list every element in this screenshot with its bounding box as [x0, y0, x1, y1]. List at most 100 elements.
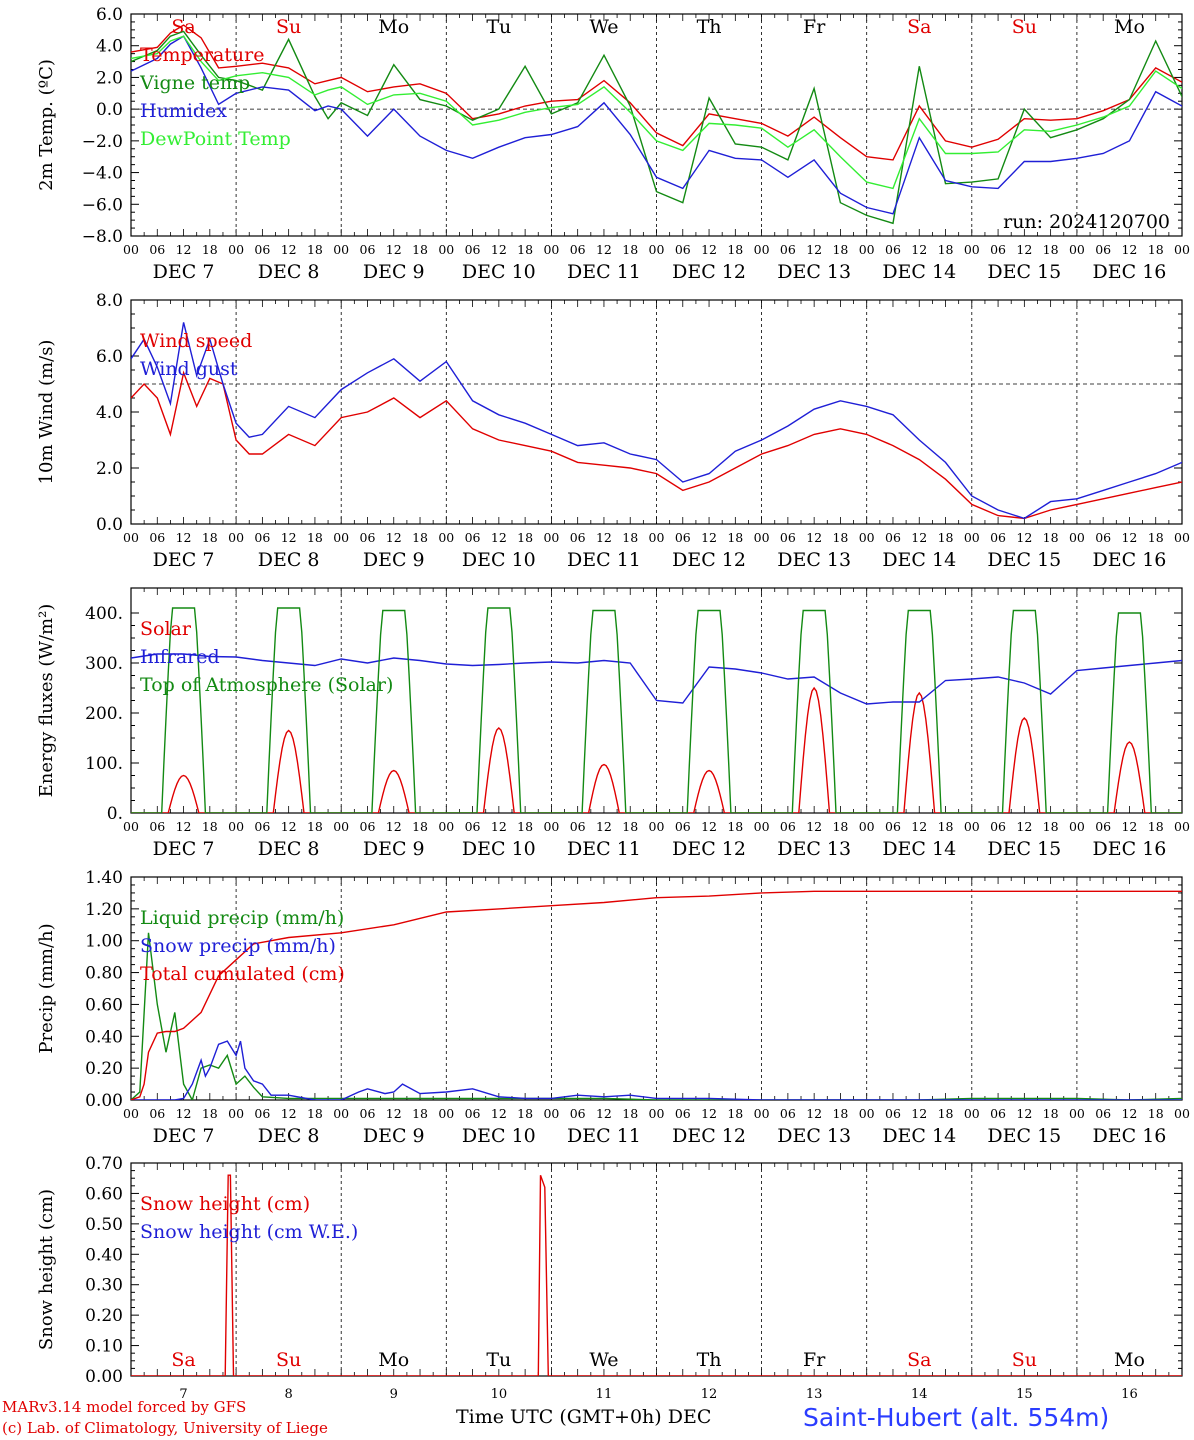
panel-temperature: 6.0 4.0 2.0 0.0 −2.0 −4.0 −6.0 −8.0 2m Temp. (ºC…	[36, 5, 1190, 283]
date-label: DEC 12	[672, 261, 746, 283]
hour-label: 06	[780, 530, 796, 545]
date-label: DEC 7	[153, 1125, 215, 1147]
hour-label: 12	[1016, 242, 1032, 257]
y-tick-label: 0.	[107, 804, 123, 824]
hour-label: 00	[754, 242, 770, 257]
y-tick-label: 2.0	[96, 68, 123, 88]
date-label: DEC 12	[672, 1125, 746, 1147]
series-line-humidex	[131, 35, 1182, 215]
legend-entry: Snow height (cm)	[140, 1193, 310, 1215]
date-label: DEC 9	[363, 1125, 425, 1147]
day-of-week-label: Sa	[907, 1349, 931, 1371]
y-tick-label: 4.0	[96, 37, 123, 57]
hour-label: 00	[859, 242, 875, 257]
hour-label: 00	[228, 819, 244, 834]
hour-label: 06	[990, 242, 1006, 257]
legend-entry: Humidex	[140, 100, 227, 122]
date-label: DEC 8	[258, 261, 320, 283]
y-tick-label: 6.0	[96, 5, 123, 25]
hour-label: 18	[622, 242, 638, 257]
hour-label: 12	[701, 530, 717, 545]
hour-label: 18	[832, 530, 848, 545]
hour-label: 06	[885, 242, 901, 257]
y-tick-label: 200.	[85, 704, 123, 724]
hour-label: 00	[543, 530, 559, 545]
hour-label: 12	[491, 530, 507, 545]
hour-label: 00	[123, 1106, 139, 1121]
y-tick-label: 0.20	[85, 1306, 123, 1326]
y-tick-label: 0.10	[85, 1337, 123, 1357]
hour-label: 06	[149, 530, 165, 545]
date-label: DEC 8	[258, 549, 320, 571]
hour-label: 18	[1148, 1106, 1164, 1121]
hour-label: 12	[1121, 819, 1137, 834]
run-annotation: run: 2024120700	[1003, 211, 1170, 233]
hour-label: 06	[570, 819, 586, 834]
hour-label: 00	[123, 530, 139, 545]
y-axis-label: 2m Temp. (ºC)	[36, 59, 57, 191]
hour-label: 00	[543, 242, 559, 257]
hour-label: 18	[307, 819, 323, 834]
day-number-label: 10	[491, 1387, 508, 1402]
hour-label: 00	[438, 819, 454, 834]
series-line-temperature	[131, 24, 1182, 161]
hour-label: 12	[491, 1106, 507, 1121]
hour-label: 00	[438, 530, 454, 545]
hour-label: 06	[675, 819, 691, 834]
plot-frame	[130, 299, 1183, 525]
hour-label: 00	[1174, 530, 1190, 545]
day-of-week-label: Su	[276, 1349, 301, 1371]
hour-label: 06	[1095, 819, 1111, 834]
hour-label: 00	[649, 1106, 665, 1121]
date-label: DEC 15	[987, 549, 1061, 571]
legend-entry: Top of Atmosphere (Solar)	[140, 674, 393, 696]
hour-label: 00	[333, 530, 349, 545]
series-line-snow-height-cm-	[131, 1174, 1182, 1376]
hour-label: 12	[281, 1106, 297, 1121]
legend-entry: Wind speed	[140, 330, 252, 352]
hour-label: 00	[1174, 1106, 1190, 1121]
hour-label: 12	[281, 242, 297, 257]
hour-label: 12	[1121, 1106, 1137, 1121]
y-tick-label: 2.0	[96, 459, 123, 479]
hour-label: 06	[885, 1106, 901, 1121]
date-label: DEC 9	[363, 838, 425, 860]
date-label: DEC 8	[258, 1125, 320, 1147]
hour-label: 18	[727, 530, 743, 545]
series-line-snow-precip-mm-h-	[131, 1040, 1182, 1100]
hour-label: 18	[1148, 242, 1164, 257]
hour-label: 12	[176, 1106, 192, 1121]
hour-label: 00	[228, 530, 244, 545]
date-label: DEC 7	[153, 261, 215, 283]
hour-label: 18	[202, 819, 218, 834]
hour-label: 00	[964, 1106, 980, 1121]
date-label: DEC 13	[777, 838, 851, 860]
hour-label: 06	[149, 242, 165, 257]
hour-label: 00	[333, 242, 349, 257]
hour-label: 00	[438, 1106, 454, 1121]
hour-label: 06	[780, 242, 796, 257]
date-label: DEC 10	[462, 261, 536, 283]
y-tick-label: 0.70	[85, 1154, 123, 1174]
hour-label: 06	[885, 819, 901, 834]
hour-label: 12	[596, 1106, 612, 1121]
day-of-week-label: Su	[1012, 1349, 1037, 1371]
hour-label: 06	[990, 819, 1006, 834]
day-of-week-label: Sa	[171, 16, 195, 38]
hour-label: 06	[570, 1106, 586, 1121]
hour-label: 06	[675, 530, 691, 545]
model-credit: MARv3.14 model forced by GFS	[2, 1398, 247, 1416]
hour-label: 00	[649, 819, 665, 834]
hour-label: 18	[938, 242, 954, 257]
series-group	[131, 24, 1182, 225]
hour-label: 18	[307, 530, 323, 545]
date-label: DEC 7	[153, 549, 215, 571]
hour-label: 06	[675, 1106, 691, 1121]
date-label: DEC 12	[672, 549, 746, 571]
hour-label: 12	[491, 819, 507, 834]
date-label: DEC 16	[1093, 261, 1167, 283]
series-line-solar	[131, 686, 1182, 813]
series-line-dewpoint-temp	[131, 35, 1182, 190]
hour-label: 00	[333, 1106, 349, 1121]
y-tick-label: 0.80	[85, 964, 123, 984]
